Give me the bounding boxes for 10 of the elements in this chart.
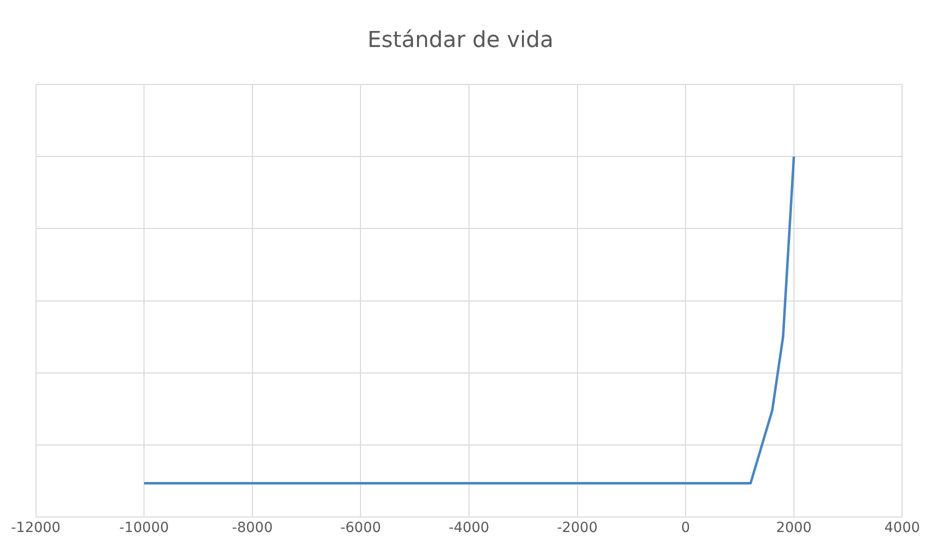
x-tick-label: -8000 xyxy=(232,520,273,536)
x-tick-label: 2000 xyxy=(776,520,812,536)
x-tick-label: 4000 xyxy=(884,520,920,536)
x-tick-label: -10000 xyxy=(119,520,169,536)
chart-title: Estándar de vida xyxy=(368,28,554,53)
x-tick-label: -4000 xyxy=(448,520,490,536)
x-tick-label: -2000 xyxy=(556,520,598,536)
x-tick-label: 0 xyxy=(681,520,690,536)
x-tick-label: -6000 xyxy=(340,520,382,536)
x-tick-label: -12000 xyxy=(10,520,61,536)
